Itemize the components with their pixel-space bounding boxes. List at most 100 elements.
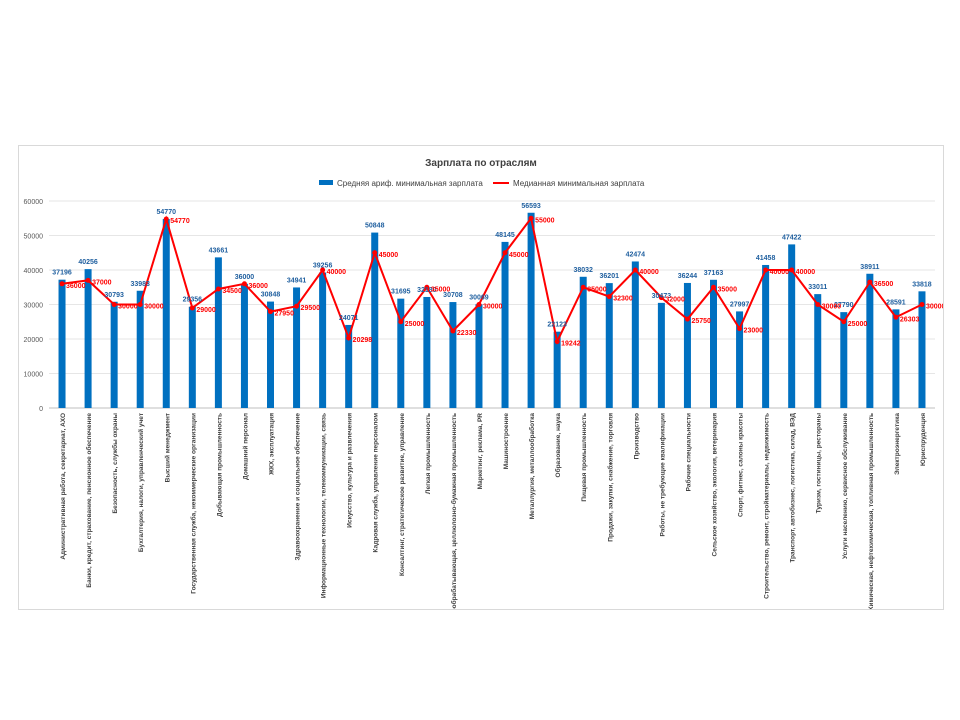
- median-point: [137, 302, 143, 307]
- bar: [136, 290, 144, 408]
- bar: [710, 279, 717, 408]
- y-tick-label: 30000: [24, 303, 44, 310]
- median-data-label: 32300: [613, 296, 633, 303]
- median-data-label: 36500: [874, 281, 894, 288]
- salary-chart: Зарплата по отраслям Средняя ариф. миним…: [24, 158, 943, 609]
- bar: [605, 283, 613, 408]
- bar: [918, 291, 926, 408]
- bar-data-label: 39256: [313, 263, 333, 270]
- median-point: [580, 284, 586, 290]
- y-tick-label: 60000: [24, 199, 44, 206]
- bar-data-label: 37163: [704, 270, 724, 277]
- bar: [293, 287, 301, 408]
- median-data-label: 30000: [483, 304, 503, 311]
- median-data-label: 36000: [66, 283, 86, 290]
- bar: [892, 309, 900, 408]
- x-tick-label: Транспорт, автобизнес, логистика, склад,…: [789, 413, 797, 563]
- x-tick-label: Государственная служба, некоммерческие о…: [189, 413, 197, 594]
- bar: [475, 304, 483, 408]
- median-data-label: 22330: [457, 330, 477, 337]
- x-tick-label: Электроэнергетика: [894, 413, 901, 475]
- legend-line-label: Медианная минимальная зарплата: [513, 179, 645, 188]
- bar-data-label: 37196: [52, 270, 72, 277]
- bar-data-label: 30708: [443, 292, 463, 299]
- x-tick-label: Продажи, закупки, снабжение, торговля: [606, 413, 614, 542]
- median-data-label: 55000: [535, 217, 555, 224]
- x-tick-label: Безопасность, службы охраны: [111, 413, 119, 514]
- median-point: [111, 302, 117, 307]
- legend-bar-label: Средняя ариф. минимальная зарплата: [337, 179, 483, 188]
- bar: [579, 276, 587, 408]
- median-data-label: 20298: [353, 337, 373, 344]
- bar-data-label: 31695: [391, 289, 411, 296]
- bar: [371, 232, 379, 408]
- median-data-label: 19242: [561, 341, 581, 348]
- median-data-label: 36000: [248, 283, 268, 290]
- median-data-label: 29000: [196, 307, 216, 314]
- median-data-label: 45000: [379, 252, 399, 259]
- bar-data-label: 24071: [339, 315, 359, 322]
- median-point: [711, 284, 716, 290]
- x-tick-label: Производство: [633, 413, 640, 459]
- x-tick-label: Административная работа, секретариат, АХ…: [59, 413, 67, 560]
- median-point: [476, 302, 482, 307]
- median-data-label: 35000: [431, 286, 451, 293]
- x-tick-label: Юриспруденция: [920, 413, 927, 466]
- x-tick-label: Туризм, гостиницы, рестораны: [816, 413, 823, 514]
- bar-data-label: 27790: [834, 302, 854, 309]
- bar: [162, 219, 170, 408]
- median-data-label: 35000: [718, 286, 738, 293]
- bar: [866, 273, 874, 408]
- median-point: [163, 216, 169, 222]
- y-tick-label: 40000: [24, 268, 44, 275]
- median-data-label: 25000: [405, 321, 425, 328]
- x-tick-label: Металлургия, металлообработка: [528, 413, 536, 520]
- median-data-label: 35000: [587, 286, 607, 293]
- median-line: [61, 215, 923, 345]
- bar-data-label: 43661: [209, 247, 229, 254]
- median-point: [684, 316, 690, 322]
- x-tick-label: Консалтинг, стратегическое развитие, упр…: [399, 413, 406, 576]
- legend-bar-swatch: [319, 180, 333, 185]
- bar: [188, 306, 196, 408]
- x-tick-label: Строительство, ремонт, стройматериалы, н…: [763, 413, 771, 599]
- bar: [840, 312, 848, 408]
- median-data-label: 30000: [118, 304, 138, 311]
- median-point: [189, 305, 195, 311]
- median-point: [841, 319, 847, 325]
- bar-data-label: 47422: [782, 234, 802, 241]
- bar: [683, 282, 691, 408]
- median-data-label: 27950: [275, 311, 295, 318]
- bar-data-label: 30793: [104, 292, 124, 299]
- median-point: [789, 267, 795, 273]
- median-point: [241, 281, 247, 287]
- median-point: [528, 215, 534, 221]
- median-data-label: 23000: [744, 328, 764, 335]
- chart-area: Зарплата по отраслям Средняя ариф. миним…: [18, 145, 944, 610]
- bar-data-label: 38032: [573, 267, 593, 274]
- median-data-label: 25000: [848, 321, 868, 328]
- median-point: [502, 250, 508, 256]
- bar: [345, 324, 353, 408]
- median-point: [268, 309, 273, 315]
- x-tick-label: Домашний персонал: [241, 413, 249, 480]
- median-point: [893, 314, 899, 320]
- median-point: [59, 281, 65, 287]
- x-tick-label: Сельское хозяйство, экология, ветеринари…: [711, 413, 719, 557]
- bar-data-label: 56593: [521, 203, 541, 210]
- median-point: [737, 326, 743, 332]
- median-data-label: 26303: [900, 316, 920, 323]
- y-tick-label: 0: [39, 406, 43, 413]
- x-tick-label: Бухгалтерия, налоги, управленческий учет: [137, 413, 145, 552]
- bar: [423, 296, 431, 408]
- y-tick-label: 10000: [24, 372, 44, 379]
- bar-data-label: 48145: [495, 232, 515, 239]
- bar: [319, 272, 327, 408]
- bar-data-label: 36000: [235, 274, 255, 281]
- median-point: [658, 295, 664, 301]
- bar-data-label: 33818: [912, 281, 932, 288]
- median-point: [554, 339, 560, 345]
- median-point: [346, 335, 352, 341]
- bar-data-label: 30848: [261, 292, 281, 299]
- median-data-label: 34500: [222, 288, 242, 295]
